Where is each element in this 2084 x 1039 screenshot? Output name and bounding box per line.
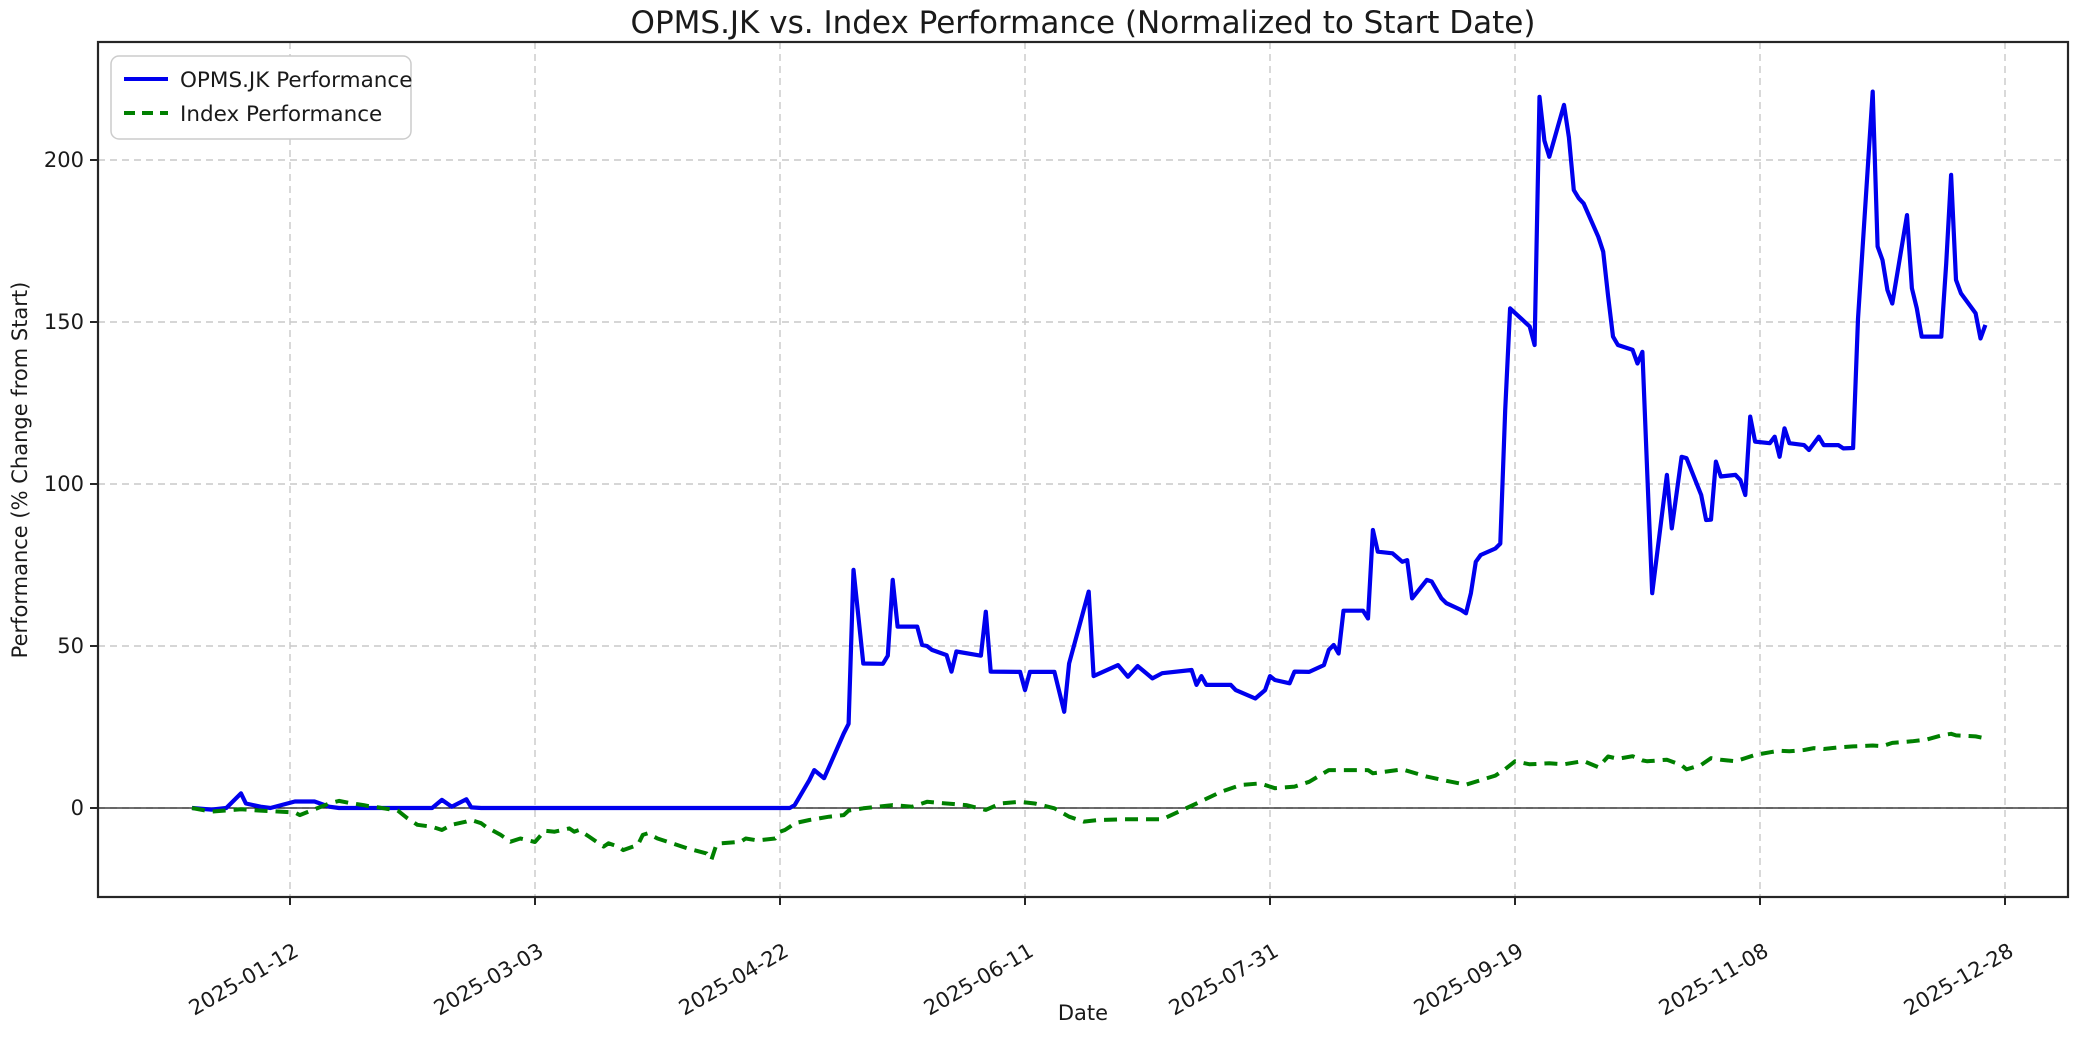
y-tick-label: 200 [44,148,84,172]
x-tick-label: 2025-03-03 [430,939,548,1021]
y-tick-label: 100 [44,472,84,496]
y-axis-label: Performance (% Change from Start) [8,282,32,659]
x-tick-label: 2025-07-31 [1165,939,1283,1021]
y-tick-label: 150 [44,310,84,334]
chart-title: OPMS.JK vs. Index Performance (Normalize… [631,5,1536,41]
x-tick-label: 2025-09-19 [1410,939,1528,1021]
tick-layer: 0 50 100 150 200 2025-01-12 2025-03-03 2025-04-… [44,148,2018,1020]
legend: OPMS.JK Performance Index Performance [110,55,412,140]
grid-layer [98,42,2068,897]
opms-performance-line [191,89,1988,812]
x-tick-label: 2025-06-11 [920,939,1038,1021]
index-performance-line [191,731,1986,862]
plot-border [96,40,2070,899]
y-tick-label: 50 [57,634,84,658]
x-tick-label: 2025-04-22 [675,939,793,1021]
x-axis-label: Date [1058,1001,1108,1025]
legend-box [110,55,412,140]
x-tick-label: 2025-11-08 [1655,939,1773,1021]
legend-label-opms: OPMS.JK Performance [180,68,412,93]
y-tick-label: 0 [71,796,84,820]
legend-label-index: Index Performance [180,102,382,127]
x-tick-label: 2025-01-12 [185,939,303,1021]
x-tick-label: 2025-12-28 [1900,939,2018,1021]
series-layer [191,89,1988,862]
